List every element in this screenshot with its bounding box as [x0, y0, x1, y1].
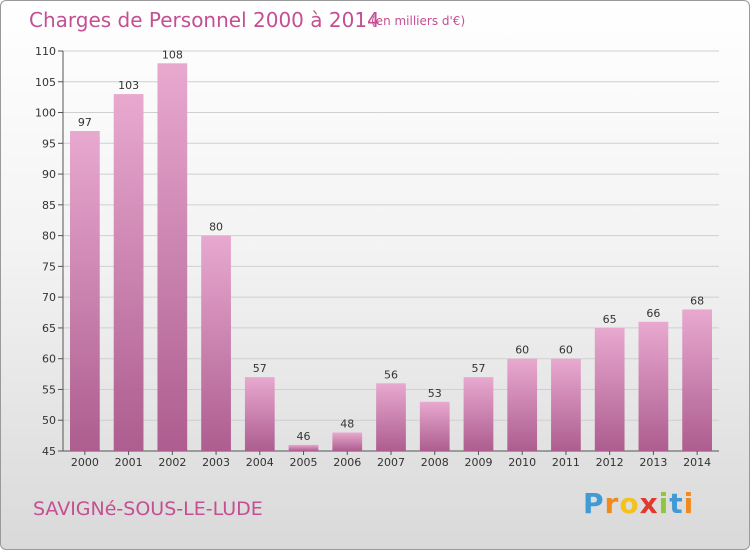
proxiti-logo: Proxiti	[583, 487, 694, 520]
bar	[419, 401, 450, 451]
bar	[594, 327, 625, 451]
bar-value-label: 66	[646, 307, 660, 320]
y-tick-label: 45	[42, 445, 56, 458]
logo-letter: x	[639, 487, 659, 520]
y-tick-label: 70	[42, 291, 56, 304]
y-tick-label: 100	[35, 107, 56, 120]
logo-letter: P	[583, 487, 605, 520]
bar	[638, 321, 669, 451]
bar-value-label: 60	[559, 344, 573, 357]
bar	[463, 377, 494, 451]
bar	[332, 432, 363, 451]
value-labels: 97 103 108 80 57 46 48 56 53 57 60 60 65 66 68	[78, 48, 704, 443]
x-tick-label: 2007	[377, 456, 405, 469]
bar-value-label: 48	[340, 418, 354, 431]
bar-value-label: 53	[428, 387, 442, 400]
x-tick-label: 2002	[158, 456, 186, 469]
bar	[157, 63, 188, 452]
logo-letter: i	[683, 487, 695, 520]
bar-value-label: 60	[515, 344, 529, 357]
bar	[69, 131, 100, 451]
x-tick-label: 2003	[202, 456, 230, 469]
x-tick-label: 2012	[596, 456, 624, 469]
y-axis: 45 50 55 60 65 70 75 80 85 90 95 100 105 110	[35, 45, 719, 458]
x-tick-label: 2014	[683, 456, 711, 469]
bar	[551, 358, 581, 451]
y-tick-label: 95	[42, 137, 56, 150]
y-tick-label: 85	[42, 199, 56, 212]
bar-value-label: 108	[162, 48, 183, 61]
x-tick-label: 2004	[246, 456, 274, 469]
logo-letter: i	[658, 487, 670, 520]
bar	[244, 377, 275, 451]
bar-value-label: 65	[603, 313, 617, 326]
bar	[376, 383, 406, 451]
commune-name: SAVIGNé-SOUS-LE-LUDE	[33, 498, 263, 520]
bar-value-label: 56	[384, 368, 398, 381]
x-tick-label: 2010	[508, 456, 536, 469]
x-tick-label: 2013	[639, 456, 667, 469]
bar-value-label: 46	[297, 430, 311, 443]
x-tick-label: 2006	[333, 456, 361, 469]
x-tick-label: 2011	[552, 456, 580, 469]
bar-value-label: 97	[78, 116, 92, 129]
bar	[288, 444, 319, 451]
bar-value-label: 57	[471, 362, 485, 375]
bar	[682, 309, 713, 451]
x-tick-label: 2001	[115, 456, 143, 469]
logo-letter: t	[669, 487, 684, 520]
y-tick-label: 50	[42, 414, 56, 427]
bar-value-label: 80	[209, 221, 223, 234]
y-tick-label: 80	[42, 230, 56, 243]
y-tick-label: 60	[42, 353, 56, 366]
x-tick-label: 2009	[464, 456, 492, 469]
y-tick-label: 65	[42, 322, 56, 335]
bar-value-label: 68	[690, 294, 704, 307]
y-tick-label: 105	[35, 76, 56, 89]
x-tick-label: 2005	[290, 456, 318, 469]
chart-title: Charges de Personnel 2000 à 2014	[29, 8, 380, 32]
logo-letter: o	[619, 487, 640, 520]
bar	[507, 358, 538, 451]
bars	[69, 63, 713, 452]
x-tick-label: 2000	[71, 456, 99, 469]
y-tick-label: 90	[42, 168, 56, 181]
y-tick-label: 75	[42, 260, 56, 273]
x-axis-labels: 2000 2001 2002 2003 2004 2005 2006 2007 2008 2009…	[71, 451, 711, 469]
bar	[201, 235, 231, 451]
logo-letter: r	[604, 487, 620, 520]
y-tick-label: 110	[35, 45, 56, 58]
bar-value-label: 57	[253, 362, 267, 375]
y-tick-label: 55	[42, 383, 56, 396]
chart-subtitle: (en milliers d'€)	[371, 14, 465, 28]
x-tick-label: 2008	[421, 456, 449, 469]
bar-value-label: 103	[118, 79, 139, 92]
bar	[113, 94, 144, 452]
